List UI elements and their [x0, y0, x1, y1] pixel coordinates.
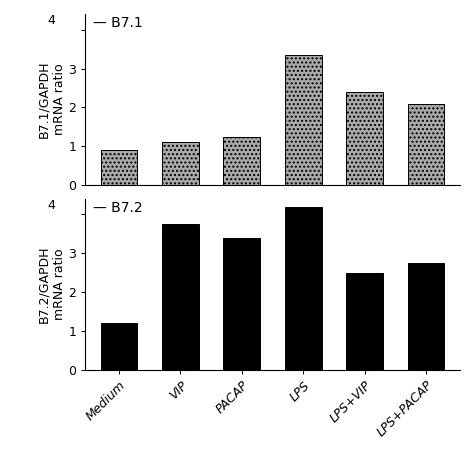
Bar: [408, 263, 445, 370]
Y-axis label: B7.1/GAPDH
mRNA ratio: B7.1/GAPDH mRNA ratio: [37, 61, 65, 138]
Bar: [223, 137, 260, 185]
Bar: [100, 150, 137, 185]
Bar: [100, 323, 137, 370]
Bar: [285, 207, 322, 370]
Bar: [162, 142, 199, 185]
Bar: [346, 92, 383, 185]
Text: — B7.2: — B7.2: [93, 201, 142, 215]
Bar: [346, 273, 383, 370]
Text: 4: 4: [47, 199, 55, 212]
Text: 4: 4: [47, 14, 55, 27]
Text: — B7.1: — B7.1: [93, 16, 143, 30]
Bar: [223, 237, 260, 370]
Bar: [408, 103, 445, 185]
Bar: [285, 55, 322, 185]
Y-axis label: B7.2/GAPDH
mRNA ratio: B7.2/GAPDH mRNA ratio: [37, 246, 65, 323]
Bar: [162, 224, 199, 370]
